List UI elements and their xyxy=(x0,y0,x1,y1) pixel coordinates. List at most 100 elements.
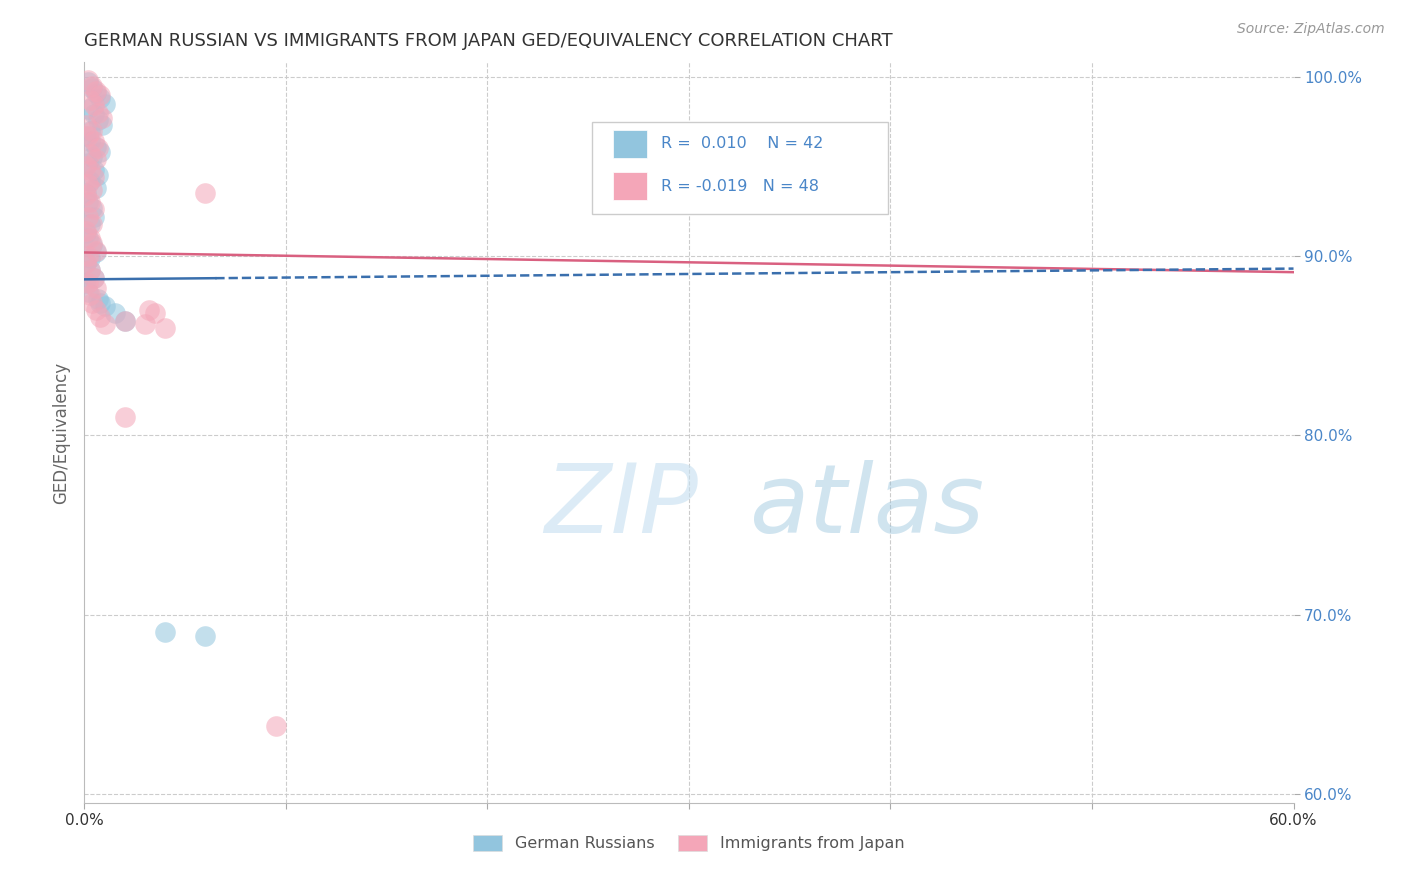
Point xyxy=(86,84,108,98)
Point xyxy=(194,186,217,201)
Point xyxy=(79,263,101,277)
Point xyxy=(75,256,97,270)
Point xyxy=(89,91,111,105)
Text: ZIP: ZIP xyxy=(544,460,697,553)
Point xyxy=(82,217,104,231)
Point xyxy=(89,295,111,310)
Point xyxy=(86,181,108,195)
Point xyxy=(83,170,105,185)
Point xyxy=(83,270,105,285)
Point xyxy=(82,78,104,93)
Point xyxy=(87,169,110,183)
Point xyxy=(83,210,105,224)
Point xyxy=(87,112,110,127)
Point xyxy=(79,251,101,265)
Point xyxy=(83,163,105,178)
Point xyxy=(77,102,100,116)
Bar xyxy=(613,130,647,158)
Point xyxy=(153,625,176,640)
Point xyxy=(86,244,108,258)
Point xyxy=(75,226,97,240)
Point xyxy=(86,153,108,167)
Point xyxy=(86,245,108,260)
Point xyxy=(264,719,287,733)
Point xyxy=(86,139,108,153)
Point xyxy=(91,118,114,132)
Text: R =  0.010    N = 42: R = 0.010 N = 42 xyxy=(661,136,824,152)
Point xyxy=(77,73,100,87)
Point xyxy=(83,134,105,148)
Point xyxy=(89,87,111,102)
Y-axis label: GED/Equivalency: GED/Equivalency xyxy=(52,361,70,504)
Text: R = -0.019   N = 48: R = -0.019 N = 48 xyxy=(661,178,820,194)
Point xyxy=(75,160,97,174)
Point xyxy=(77,276,100,290)
Text: Source: ZipAtlas.com: Source: ZipAtlas.com xyxy=(1237,22,1385,37)
Point xyxy=(79,134,101,148)
Point xyxy=(77,178,100,192)
Point xyxy=(82,238,104,252)
Point xyxy=(77,285,100,299)
Point xyxy=(114,313,136,327)
Point xyxy=(79,146,101,161)
Point xyxy=(75,256,97,270)
Point xyxy=(77,128,100,143)
Point xyxy=(79,217,101,231)
Point xyxy=(87,141,110,155)
Point xyxy=(87,292,110,306)
Point xyxy=(79,263,101,277)
Point xyxy=(153,320,176,334)
Point xyxy=(194,629,217,643)
Point xyxy=(75,186,97,201)
Point xyxy=(75,128,97,143)
Point xyxy=(75,276,97,290)
Point xyxy=(82,183,104,197)
FancyBboxPatch shape xyxy=(592,121,889,214)
Point xyxy=(82,151,104,165)
Point xyxy=(77,156,100,170)
Point xyxy=(75,118,97,132)
Point xyxy=(83,98,105,112)
Point xyxy=(75,224,97,238)
Point xyxy=(79,174,101,188)
Point xyxy=(79,231,101,245)
Point xyxy=(86,86,108,100)
Point xyxy=(93,299,115,313)
Point xyxy=(79,288,101,302)
Point xyxy=(89,310,111,324)
Point xyxy=(77,75,100,89)
Point xyxy=(79,123,101,137)
Point xyxy=(82,236,104,251)
Point xyxy=(79,93,101,107)
Point xyxy=(86,302,108,317)
Point xyxy=(83,270,105,285)
Point xyxy=(82,295,104,310)
Point xyxy=(79,195,101,210)
Point xyxy=(77,195,100,210)
Point xyxy=(82,123,104,137)
Point xyxy=(79,163,101,178)
Point xyxy=(143,306,166,320)
Point xyxy=(93,96,115,111)
Point xyxy=(83,202,105,217)
Bar xyxy=(613,172,647,200)
Point xyxy=(138,302,160,317)
Point xyxy=(93,317,115,331)
Text: atlas: atlas xyxy=(749,460,984,553)
Point xyxy=(134,317,156,331)
Point xyxy=(104,306,127,320)
Point xyxy=(77,210,100,224)
Point xyxy=(87,105,110,120)
Point xyxy=(82,80,104,95)
Point xyxy=(75,188,97,202)
Point xyxy=(86,281,108,295)
Point xyxy=(89,145,111,159)
Text: GERMAN RUSSIAN VS IMMIGRANTS FROM JAPAN GED/EQUIVALENCY CORRELATION CHART: GERMAN RUSSIAN VS IMMIGRANTS FROM JAPAN … xyxy=(84,32,893,50)
Point xyxy=(83,107,105,121)
Point xyxy=(114,410,136,425)
Point xyxy=(82,201,104,215)
Point xyxy=(77,231,100,245)
Point xyxy=(77,249,100,263)
Point xyxy=(91,111,114,125)
Point xyxy=(114,313,136,327)
